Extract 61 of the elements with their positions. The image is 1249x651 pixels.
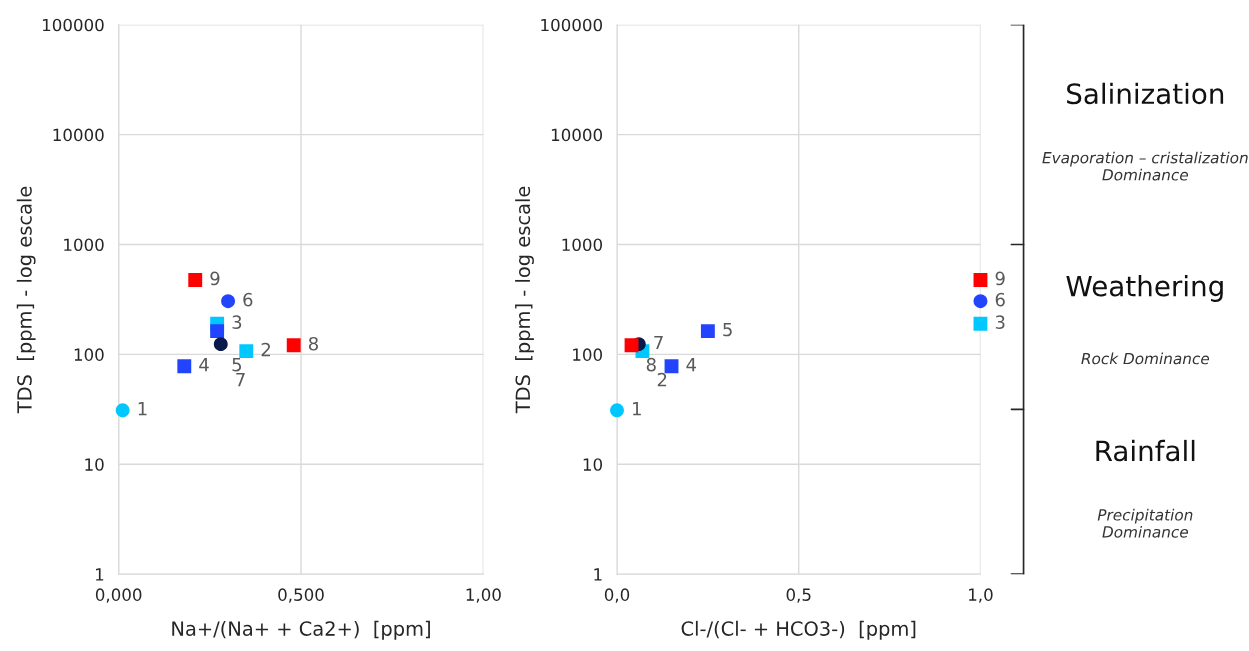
y-tick-label: 100000 — [42, 18, 104, 32]
point — [700, 324, 715, 339]
annotation: 5 — [723, 322, 732, 337]
x-tick-label: 0,000 — [95, 588, 142, 603]
y-tick-label: 100 — [74, 348, 104, 361]
annotation: 8 — [308, 336, 318, 351]
y-axis-title: TDS [ppm] - log escale — [515, 186, 534, 414]
text: Evaporation – cristalization Dominance — [1042, 151, 1248, 181]
point — [624, 338, 639, 353]
point — [610, 403, 624, 418]
text: Salinization — [1067, 82, 1224, 105]
annotation: 1 — [138, 402, 147, 416]
y-tick-label: 1 — [95, 568, 104, 581]
annotation: 7 — [654, 335, 663, 350]
annotation: 2 — [261, 342, 270, 357]
y-axis-title: TDS [ppm] - log escale — [16, 186, 36, 414]
x-axis-title: Cl-/(Cl- + HCO3-) [ppm] — [681, 620, 916, 640]
x-tick-label: 1,0 — [969, 588, 993, 603]
y-tick-label: 10000 — [53, 128, 104, 142]
annotation: 7 — [236, 372, 245, 387]
point — [239, 344, 254, 359]
y-tick-label: 10 — [85, 458, 104, 471]
annotation: 5 — [232, 357, 242, 372]
annotation: 4 — [199, 358, 209, 372]
text: Precipitation Dominance — [1097, 508, 1193, 538]
point — [213, 337, 228, 352]
point — [973, 273, 988, 287]
point — [286, 338, 301, 353]
x-tick-label: 1,00 — [466, 588, 501, 603]
point — [221, 294, 236, 309]
text: Rainfall — [1096, 439, 1195, 462]
annotation: 1 — [632, 402, 641, 416]
x-tick-label: 0,0 — [604, 588, 630, 603]
y-tick-label: 1 — [594, 568, 602, 581]
annotation: 8 — [646, 357, 656, 372]
annotation: 3 — [995, 315, 1005, 330]
point — [973, 316, 988, 331]
annotation: 9 — [995, 271, 1005, 286]
annotation: 2 — [657, 372, 667, 387]
point — [177, 359, 192, 374]
annotation: 9 — [210, 271, 220, 286]
point — [188, 273, 203, 287]
annotation: 6 — [243, 292, 253, 307]
annotation: 3 — [232, 315, 242, 330]
y-tick-label: 10000 — [551, 128, 603, 142]
y-tick-label: 100 — [573, 348, 603, 361]
annotation: 6 — [995, 292, 1005, 307]
y-tick-label: 1000 — [64, 238, 104, 252]
point — [664, 359, 679, 374]
point — [115, 403, 130, 418]
x-tick-label: 0,5 — [786, 588, 811, 603]
y-tick-label: 10 — [583, 458, 603, 471]
text: Rock Dominance — [1081, 352, 1210, 365]
x-tick-label: 0,500 — [278, 588, 324, 603]
point — [210, 324, 225, 339]
text: Weathering — [1066, 275, 1223, 302]
x-axis-title: Na+/(Na+ + Ca2+) [ppm] — [172, 620, 430, 640]
y-tick-label: 1000 — [562, 238, 603, 252]
y-tick-label: 100000 — [541, 18, 603, 32]
annotation: 4 — [686, 358, 696, 372]
point — [973, 294, 988, 309]
